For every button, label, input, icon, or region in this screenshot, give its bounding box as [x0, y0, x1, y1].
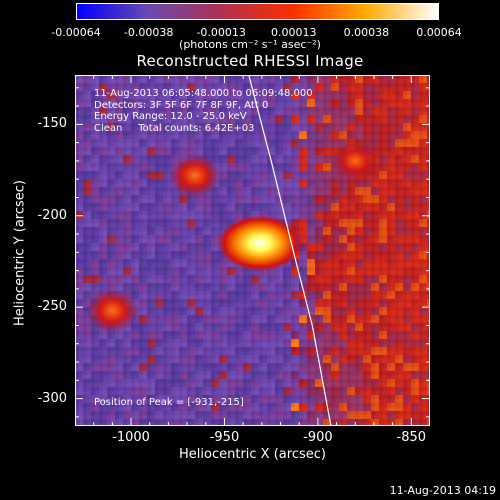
peak-position-label: Position of Peak = [-931,-215] — [94, 397, 244, 408]
axis-ticks — [75, 75, 430, 426]
x-tick-label: -900 — [303, 430, 333, 445]
colorbar-tick-label: 0.00064 — [416, 26, 462, 39]
annotation-energy: Energy Range: 12.0 - 25.0 keV — [94, 111, 247, 123]
peak-source — [217, 215, 302, 272]
colorbar-tick-label: -0.00064 — [51, 26, 101, 39]
x-axis-label: Heliocentric X (arcsec) — [179, 447, 326, 462]
colorbar-tick-label: -0.00013 — [196, 26, 246, 39]
annotation-counts: Clean Total counts: 6.42E+03 — [94, 122, 255, 134]
x-tick-label: -1000 — [112, 430, 150, 445]
colorbar — [76, 3, 439, 20]
x-tick-label: -850 — [396, 430, 427, 445]
x-tick-label: -950 — [209, 430, 240, 445]
colorbar-tick-label: -0.00038 — [123, 26, 174, 39]
heatmap-sources — [86, 141, 379, 333]
plot-frame — [75, 75, 430, 426]
y-tick-label: -200 — [37, 207, 67, 223]
colorbar-gradient — [77, 4, 438, 19]
colorbar-tick-label: 0.00038 — [343, 26, 390, 39]
secondary-source — [168, 153, 221, 198]
y-tick-label: -150 — [37, 116, 67, 132]
chart-title: Reconstructed RHESSI Image — [136, 52, 364, 70]
annotation-time: 11-Aug-2013 06:05:48.000 to 06:09:48.000 — [94, 88, 313, 99]
y-axis-label: Heliocentric Y (arcsec) — [12, 180, 28, 326]
solar-limb-curve — [248, 75, 332, 426]
heatmap-plot — [75, 75, 430, 426]
secondary-source — [86, 288, 139, 333]
colorbar-units: (photons cm⁻² s⁻¹ asec⁻²) — [179, 38, 321, 51]
colorbar-tick-label: 0.00013 — [271, 26, 317, 39]
secondary-source — [332, 141, 379, 181]
y-tick-label: -300 — [37, 390, 67, 406]
footer-timestamp: 11-Aug-2013 04:19 — [389, 484, 496, 497]
annotation-detectors: Detectors: 3F 5F 6F 7F 8F 9F, Att 0 — [94, 99, 269, 111]
y-tick-label: -250 — [37, 299, 67, 315]
